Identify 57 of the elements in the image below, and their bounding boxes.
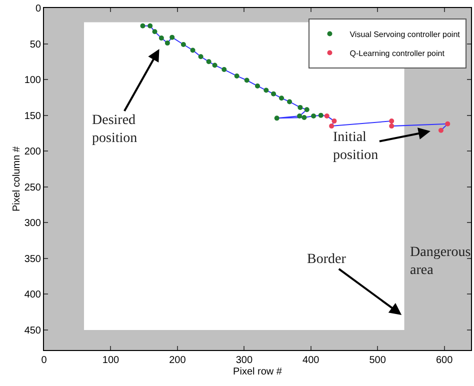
point: [140, 23, 146, 28]
x-tick-label: 600: [436, 355, 454, 366]
point: [302, 114, 307, 120]
point: [234, 73, 240, 78]
point: [389, 124, 394, 129]
y-tick-label: 0: [35, 4, 42, 14]
point: [190, 48, 196, 53]
annotation: Dangerous area: [410, 245, 471, 278]
point: [332, 118, 337, 124]
point: [297, 114, 302, 119]
point: [244, 78, 250, 83]
point: [445, 121, 450, 126]
point: [274, 116, 280, 121]
point: [298, 104, 303, 110]
y-tick-label: 50: [30, 39, 42, 50]
y-tick-label: 250: [24, 182, 42, 194]
point: [222, 67, 227, 72]
annotation: Border: [307, 252, 346, 267]
point: [329, 124, 334, 129]
x-tick-label: 300: [236, 355, 253, 366]
x-tick-label: 500: [369, 355, 386, 366]
point: [180, 42, 186, 47]
point: [279, 96, 284, 101]
y-axis-title: Pixel column #: [11, 146, 22, 212]
point: [324, 114, 330, 119]
point: [311, 114, 316, 119]
legend-label: Q-Learning controller point: [350, 48, 446, 58]
y-tick-label: 200: [24, 146, 42, 158]
point: [198, 54, 204, 60]
point: [318, 112, 324, 118]
point: [271, 91, 276, 96]
point: [152, 29, 158, 34]
point: [164, 40, 170, 46]
point: [264, 88, 269, 93]
x-tick-label: 400: [302, 355, 320, 366]
legend-label: Visual Servoing controller point: [350, 30, 461, 39]
point: [389, 118, 394, 124]
point: [206, 59, 212, 64]
point: [158, 36, 164, 41]
annotation: Desired position: [92, 113, 138, 146]
y-tick-label: 150: [24, 110, 42, 122]
y-tick-label: 100: [24, 75, 42, 86]
y-tick-label: 450: [24, 325, 42, 336]
x-tick-label: 100: [102, 355, 120, 366]
point: [287, 99, 292, 104]
point: [212, 62, 218, 68]
point: [170, 34, 175, 40]
x-axis-title: Pixel row #: [233, 366, 282, 378]
point: [255, 83, 260, 88]
y-tick-label: 350: [24, 254, 42, 265]
point: [438, 128, 444, 133]
x-tick-label: 200: [169, 355, 186, 366]
annotation: Initial position: [333, 130, 378, 164]
y-tick-label: 300: [24, 218, 42, 230]
y-tick-label: 400: [24, 290, 42, 301]
point: [148, 23, 153, 28]
point: [304, 107, 310, 112]
